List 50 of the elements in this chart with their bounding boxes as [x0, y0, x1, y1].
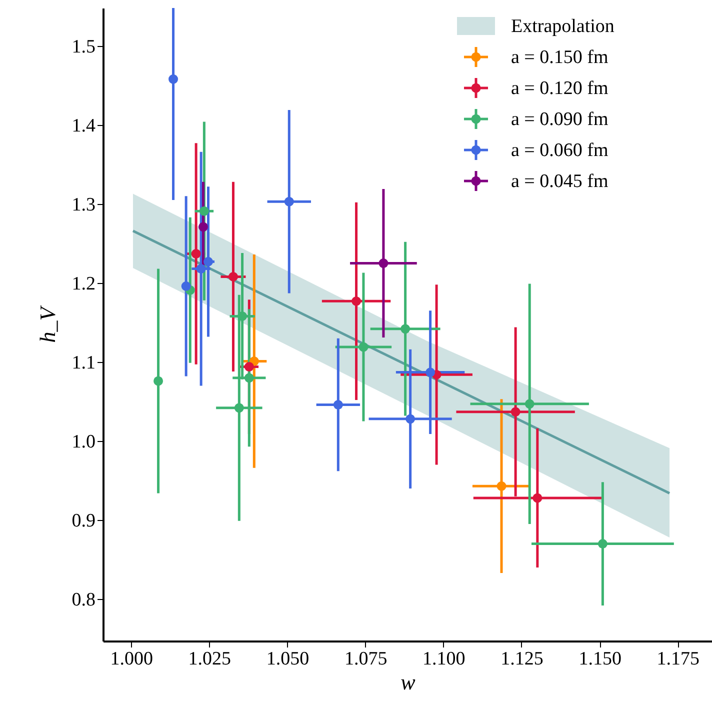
point	[378, 258, 388, 268]
point	[244, 362, 254, 372]
point	[204, 256, 213, 266]
point	[238, 311, 248, 321]
point	[510, 407, 520, 417]
point	[426, 368, 436, 378]
point	[198, 222, 208, 232]
point	[181, 281, 191, 291]
y-axis-title: h_V	[34, 304, 60, 343]
point	[333, 400, 343, 410]
point	[524, 399, 534, 409]
x-tick-label: 1.150	[578, 648, 622, 670]
x-tick-label: 1.125	[500, 648, 544, 670]
point	[352, 296, 362, 306]
y-tick-label: 1.5	[72, 36, 96, 58]
legend-label: a = 0.060 fm	[511, 140, 608, 161]
legend-label: a = 0.120 fm	[511, 78, 608, 99]
point	[168, 74, 178, 84]
point	[244, 373, 254, 383]
legend-label: a = 0.150 fm	[511, 47, 608, 68]
point	[496, 481, 506, 491]
x-tick-label: 1.100	[422, 648, 466, 670]
x-tick-label: 1.050	[266, 648, 310, 670]
legend-label: a = 0.045 fm	[511, 171, 608, 192]
legend-label: Extrapolation	[511, 16, 615, 37]
x-tick-label: 1.025	[188, 648, 232, 670]
legend-label: a = 0.090 fm	[511, 109, 608, 130]
y-tick-label: 1.2	[72, 274, 96, 295]
point	[284, 196, 294, 206]
point	[598, 539, 608, 549]
y-tick-label: 1.3	[72, 194, 96, 216]
x-axis-title: w	[400, 670, 416, 694]
point	[228, 272, 238, 282]
point	[400, 324, 410, 334]
point	[199, 206, 209, 216]
x-tick-label: 1.075	[344, 648, 388, 670]
point	[154, 376, 164, 386]
y-tick-label: 1.0	[72, 432, 96, 453]
point	[196, 264, 206, 274]
point	[532, 493, 542, 503]
x-tick-label: 1.175	[656, 648, 700, 670]
x-tick-label: 1.000	[110, 648, 153, 670]
y-tick-label: 0.8	[72, 590, 96, 611]
point	[234, 403, 244, 413]
point	[406, 414, 416, 424]
y-tick-label: 1.4	[72, 115, 96, 136]
point	[358, 342, 368, 352]
y-tick-label: 1.1	[72, 352, 96, 374]
point	[191, 249, 201, 259]
y-tick-label: 0.9	[72, 510, 96, 532]
